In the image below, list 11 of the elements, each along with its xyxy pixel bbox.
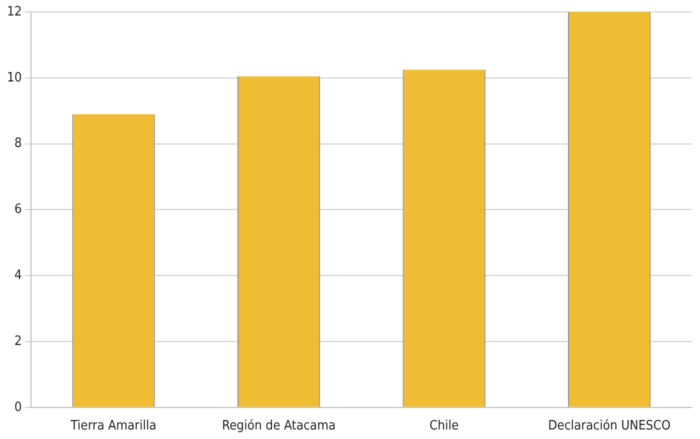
x-tick-label: Región de Atacama [222,418,336,434]
y-tick-label: 12 [6,4,22,20]
y-tick-label: 0 [14,400,22,415]
x-tick-label: Tierra Amarilla [70,418,156,434]
y-tick-label: 8 [14,136,22,152]
x-tick-label: Declaración UNESCO [548,418,671,434]
y-tick-label: 2 [14,334,22,349]
y-tick-label: 4 [14,268,22,283]
x-tick-label: Chile [429,418,459,434]
y-tick-label: 6 [14,202,22,218]
y-tick-label: 10 [6,70,22,86]
